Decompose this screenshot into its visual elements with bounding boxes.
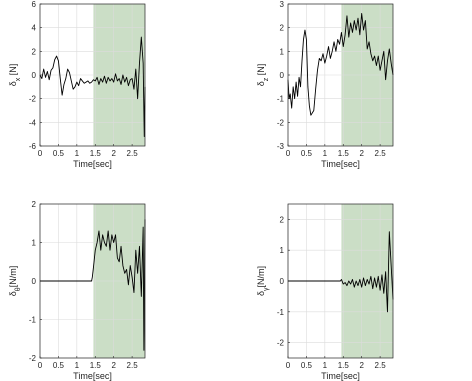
y-axis-label: δθ[N/m] — [8, 266, 22, 296]
x-tick-label: 0 — [286, 361, 291, 370]
x-tick-label: 1 — [323, 361, 328, 370]
y-tick-label: -2 — [29, 354, 37, 363]
x-axis-label: Time[sec] — [321, 371, 360, 381]
y-tick-label: -2 — [277, 339, 285, 348]
chart-delta-gamma: 0 0.5 1 1.5 2 2.5 -2 -1 0 1 2 Time[sec] δγ[N/m] — [256, 203, 394, 381]
y-axis-label-main: δ — [256, 291, 266, 296]
x-tick-label: 2.5 — [127, 149, 139, 158]
x-tick-label: 1 — [323, 149, 328, 158]
x-tick-label: 1.5 — [90, 149, 102, 158]
y-tick-label: -2 — [277, 118, 285, 127]
series-line — [288, 231, 394, 313]
y-tick-label: 2 — [32, 47, 37, 56]
y-tick-label: 1 — [280, 47, 285, 56]
y-axis-label-sub: γ — [263, 287, 270, 291]
axes-frame — [287, 3, 394, 147]
y-axis-label-unit: [N] — [256, 64, 266, 78]
y-axis-label-sub: x — [15, 77, 22, 81]
x-tick-label: 0.5 — [301, 361, 313, 370]
x-tick-labels: 0 0.5 1 1.5 2 2.5 — [286, 149, 386, 158]
y-axis-label-sub: θ — [15, 287, 22, 291]
x-tick-label: 2.5 — [375, 149, 387, 158]
x-tick-label: 1 — [75, 361, 80, 370]
x-tick-labels: 0 0.5 1 1.5 2 2.5 — [38, 361, 138, 370]
y-axis-label-unit: [N/m] — [256, 266, 266, 288]
series-line — [40, 219, 146, 351]
y-tick-label: -1 — [277, 95, 285, 104]
x-tick-label: 2 — [111, 149, 116, 158]
x-tick-label: 2.5 — [127, 361, 139, 370]
axes-frame — [39, 203, 146, 359]
x-tick-label: 1.5 — [338, 361, 350, 370]
y-axis-label: δγ[N/m] — [256, 266, 270, 296]
x-tick-labels: 0 0.5 1 1.5 2 2.5 — [38, 149, 138, 158]
y-axis-label: δx [N] — [8, 64, 22, 87]
x-tick-label: 2 — [359, 361, 364, 370]
y-tick-label: 2 — [280, 215, 285, 224]
y-axis-label-main: δ — [256, 81, 266, 86]
y-tick-labels: -3 -2 -1 0 1 2 3 — [277, 0, 285, 151]
y-axis-label-sub: z — [263, 77, 270, 81]
y-tick-label: 2 — [32, 200, 37, 209]
y-tick-label: 2 — [280, 24, 285, 33]
y-tick-label: 0 — [280, 277, 285, 286]
x-tick-label: 0 — [38, 361, 43, 370]
y-tick-label: -3 — [277, 142, 285, 151]
x-tick-label: 0.5 — [301, 149, 313, 158]
x-axis-label: Time[sec] — [321, 159, 360, 169]
y-tick-label: -4 — [29, 118, 37, 127]
y-axis-label-main: δ — [8, 291, 18, 296]
x-axis-label: Time[sec] — [73, 371, 112, 381]
y-tick-label: 0 — [32, 71, 37, 80]
y-tick-label: -1 — [277, 308, 285, 317]
y-tick-label: 6 — [32, 0, 37, 9]
y-tick-label: 1 — [280, 246, 285, 255]
y-tick-label: 4 — [32, 24, 37, 33]
y-tick-labels: -2 -1 0 1 2 — [29, 200, 37, 363]
x-tick-label: 0.5 — [53, 149, 65, 158]
x-tick-labels: 0 0.5 1 1.5 2 2.5 — [286, 361, 386, 370]
axes-frame — [287, 203, 394, 359]
y-tick-label: 1 — [32, 239, 37, 248]
x-tick-label: 1.5 — [338, 149, 350, 158]
x-tick-label: 0 — [286, 149, 291, 158]
y-tick-labels: -2 -1 0 1 2 — [277, 215, 285, 347]
chart-delta-x: 0 0.5 1 1.5 2 2.5 -6 -4 -2 0 2 4 6 Time[sec] δx [N] — [8, 0, 146, 169]
chart-delta-theta: 0 0.5 1 1.5 2 2.5 -2 -1 0 1 2 Time[sec] δθ[N/m] — [8, 200, 146, 381]
y-axis-label-main: δ — [8, 81, 18, 86]
x-axis-label: Time[sec] — [73, 159, 112, 169]
x-tick-label: 1.5 — [90, 361, 102, 370]
axes-frame — [39, 3, 146, 147]
x-tick-label: 2 — [111, 361, 116, 370]
chart-delta-z: 0 0.5 1 1.5 2 2.5 -3 -2 -1 0 1 2 3 Time[sec] δz [N] — [256, 0, 394, 169]
x-tick-label: 0.5 — [53, 361, 65, 370]
y-tick-label: 3 — [280, 0, 285, 9]
y-axis-label-unit: [N/m] — [8, 266, 18, 288]
x-tick-label: 0 — [38, 149, 43, 158]
y-tick-label: -1 — [29, 316, 37, 325]
y-tick-label: 0 — [32, 277, 37, 286]
series-line — [39, 36, 146, 137]
y-tick-label: 0 — [280, 71, 285, 80]
x-tick-label: 2.5 — [375, 361, 387, 370]
series-line — [287, 13, 394, 116]
y-axis-label: δz [N] — [256, 64, 270, 87]
y-tick-label: -2 — [29, 95, 37, 104]
y-tick-label: -6 — [29, 142, 37, 151]
y-tick-labels: -6 -4 -2 0 2 4 6 — [29, 0, 37, 151]
y-axis-label-unit: [N] — [8, 64, 18, 78]
x-tick-label: 2 — [359, 149, 364, 158]
x-tick-label: 1 — [75, 149, 80, 158]
